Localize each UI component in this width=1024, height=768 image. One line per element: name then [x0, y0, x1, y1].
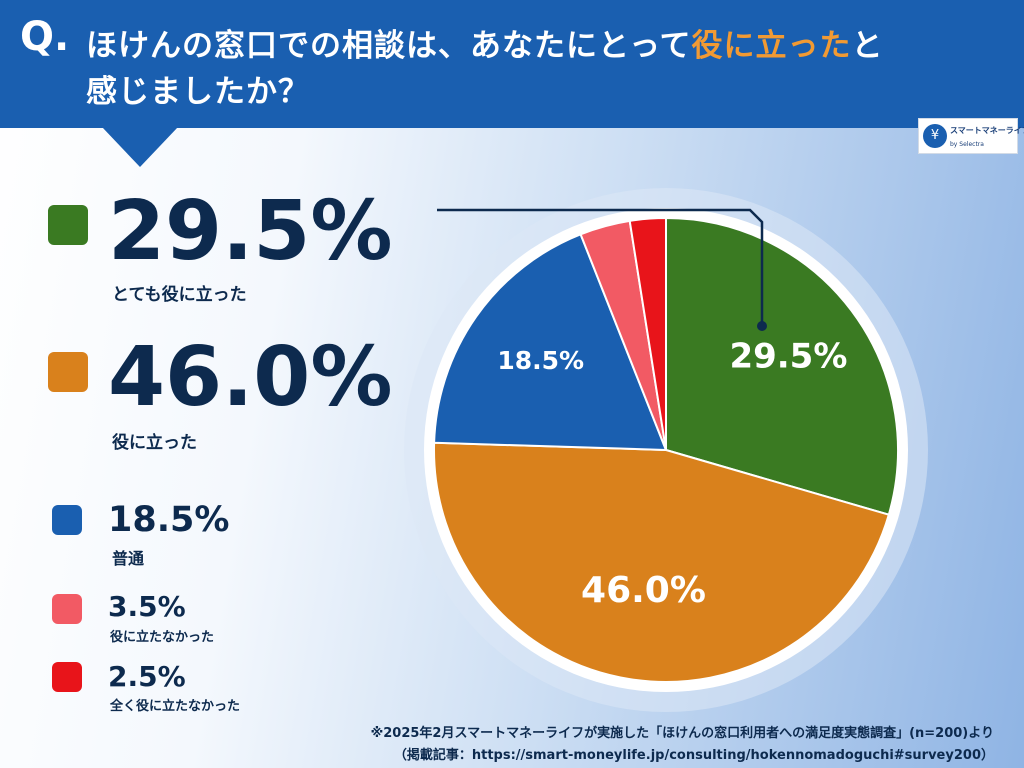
- legend-swatch-neutral: [52, 505, 82, 535]
- question-text-before: ほけんの窓口での相談は、あなたにとって: [86, 28, 692, 64]
- legend-swatch-helpful: [48, 352, 88, 392]
- legend-value-not-helpful: 3.5%: [108, 590, 186, 623]
- legend-label-helpful: 役に立った: [112, 433, 197, 453]
- legend-value-helpful: 46.0%: [108, 330, 393, 425]
- footnote-article-link[interactable]: （掲載記事：https://smart-moneylife.jp/consult…: [393, 748, 994, 763]
- slice-label-very-helpful: 29.5%: [729, 337, 847, 377]
- pie-slice-not-at-all-helpful: [628, 216, 667, 451]
- question-line-1: ほけんの窓口での相談は、あなたにとって役に立ったと: [86, 20, 884, 65]
- question-header: [0, 0, 1024, 128]
- slice-label-helpful: 46.0%: [581, 570, 706, 611]
- question-highlight: 役に立った: [691, 28, 852, 64]
- logo-name: スマートマネーライフ: [950, 126, 1024, 135]
- legend-value-neutral: 18.5%: [108, 500, 230, 540]
- pie-slice-neutral: [433, 232, 668, 452]
- legend-label-not-helpful: 役に立たなかった: [110, 630, 215, 645]
- question-text-after: と: [851, 28, 884, 64]
- callout-dot: [757, 321, 767, 331]
- brand-logo[interactable]: ¥ スマートマネーライフ by Selectra: [918, 118, 1024, 154]
- legend-swatch-not-helpful: [52, 594, 82, 624]
- header-pointer: [102, 127, 178, 167]
- legend-value-not-at-all-helpful: 2.5%: [108, 660, 186, 693]
- legend-value-very-helpful: 29.5%: [108, 184, 393, 279]
- legend-label-neutral: 普通: [112, 549, 145, 568]
- question-mark: Q.: [20, 14, 70, 60]
- legend-swatch-not-at-all-helpful: [52, 662, 82, 692]
- footnote-source: ※2025年2月スマートマネーライフが実施した「ほけんの窓口利用者への満足度実態…: [370, 726, 994, 741]
- legend-swatch-very-helpful: [48, 205, 88, 245]
- callout-connector: [437, 208, 764, 326]
- piggy-bank-icon: ¥: [923, 124, 947, 148]
- pie-slice-helpful: [433, 441, 891, 683]
- legend-label-very-helpful: とても役に立った: [112, 285, 247, 305]
- question-line-2: 感じましたか？: [86, 74, 310, 110]
- slice-label-neutral: 18.5%: [497, 346, 584, 375]
- legend-label-not-at-all-helpful: 全く役に立たなかった: [110, 699, 241, 714]
- pie-slice-very-helpful: [665, 216, 899, 516]
- logo-byline: by Selectra: [950, 141, 984, 148]
